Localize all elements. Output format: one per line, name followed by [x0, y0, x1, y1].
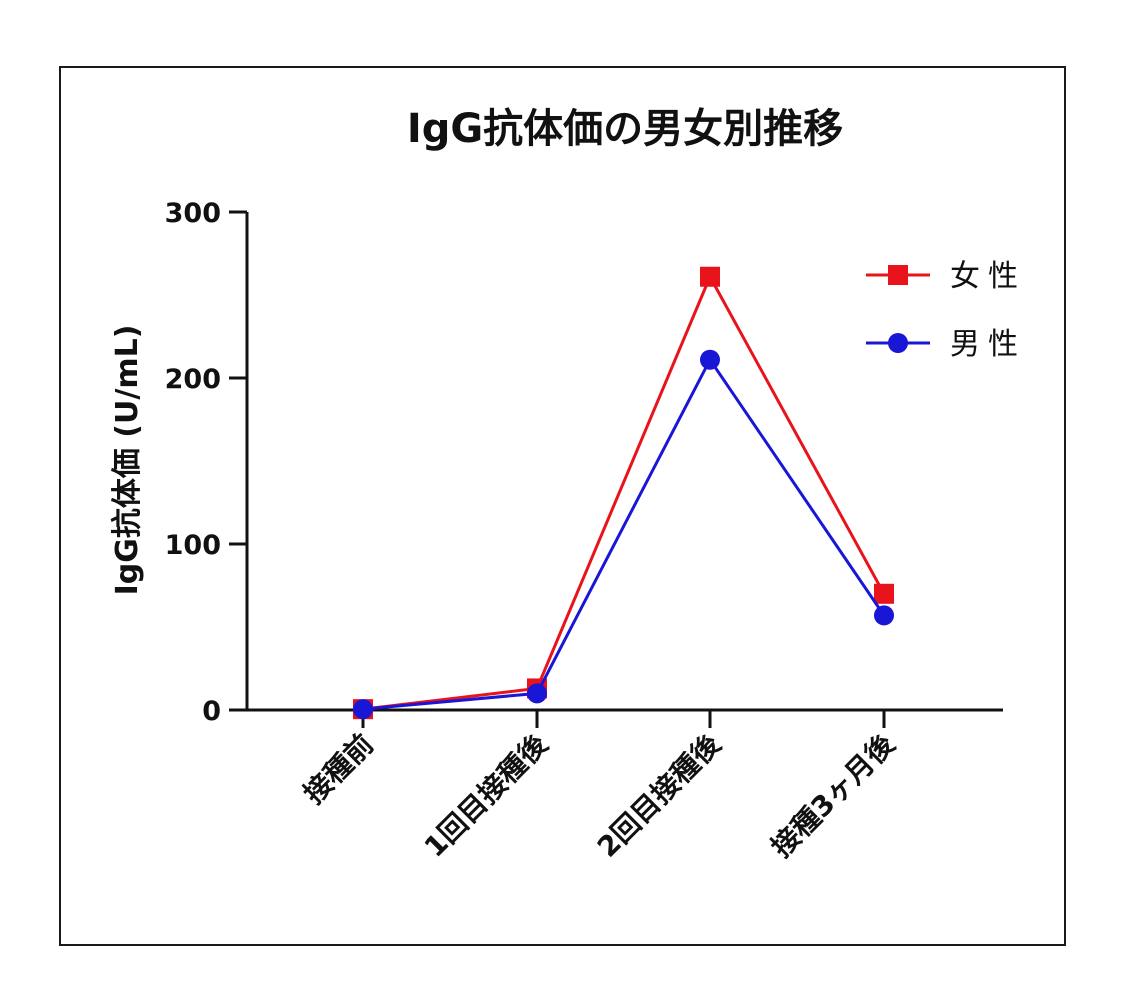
- y-tick-label: 200: [165, 364, 221, 395]
- series-group: [353, 266, 894, 720]
- data-point-circle: [527, 683, 547, 704]
- legend-label: 女性: [950, 259, 1026, 294]
- legend-label: 男性: [950, 327, 1026, 362]
- data-point-square: [700, 266, 720, 287]
- x-tick-label: 接種3ヶ月後: [765, 727, 902, 864]
- legend-marker-circle: [888, 333, 908, 353]
- y-axis-label: IgG抗体価 (U/mL): [110, 325, 145, 596]
- series-line: [362, 273, 886, 711]
- series-line: [362, 356, 886, 711]
- y-tick-label: 100: [165, 530, 221, 561]
- chart-title: IgG抗体価の男女別推移: [407, 106, 843, 152]
- data-point-circle: [874, 605, 894, 626]
- data-point-circle: [700, 349, 720, 370]
- y-tick-label: 300: [165, 198, 221, 229]
- axes: [229, 210, 1003, 728]
- data-point-square: [874, 583, 894, 604]
- x-categories: 接種前 1回目接種後 2回目接種後 接種3ヶ月後: [297, 727, 901, 864]
- x-tick-label: 2回目接種後: [591, 727, 728, 864]
- y-ticks: 0 100 200 300: [165, 198, 221, 727]
- x-tick-label: 1回目接種後: [418, 727, 555, 864]
- data-point-circle: [353, 699, 373, 720]
- y-tick-label: 0: [202, 696, 221, 727]
- chart-frame: [59, 66, 1066, 946]
- legend-marker-square: [888, 265, 908, 285]
- x-tick-label: 接種前: [297, 728, 380, 811]
